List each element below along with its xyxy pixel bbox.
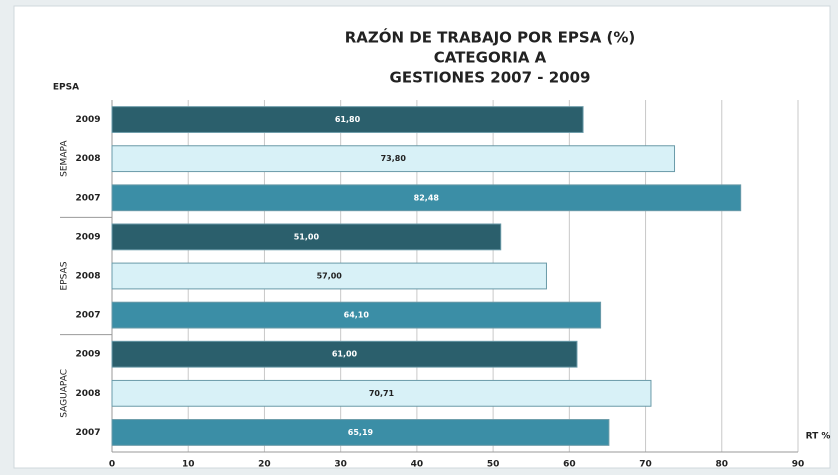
- value-label: 61,80: [335, 115, 361, 124]
- group-label: EPSAS: [60, 261, 70, 290]
- bar: [111, 184, 742, 212]
- y-tick-label: 2008: [75, 272, 100, 282]
- x-tick-label: 30: [334, 460, 347, 470]
- group-label: SEMAPA: [60, 140, 70, 177]
- y-tick-label: 2009: [75, 232, 100, 242]
- x-tick-label: 0: [109, 460, 115, 470]
- x-tick-label: 60: [563, 460, 576, 470]
- y-tick-label: 2007: [75, 311, 100, 321]
- x-axis-label: RT %: [806, 432, 831, 442]
- value-label: 65,19: [348, 428, 374, 437]
- y-tick-label: 2009: [75, 115, 100, 125]
- value-label: 64,10: [344, 311, 370, 320]
- value-label: 70,71: [369, 389, 395, 398]
- x-tick-label: 40: [411, 460, 424, 470]
- bar: [111, 106, 584, 133]
- x-tick-label: 70: [639, 460, 652, 470]
- bar: [111, 419, 610, 446]
- bar: [111, 340, 578, 368]
- value-label: 82,48: [414, 193, 440, 202]
- y-tick-label: 2007: [75, 428, 100, 438]
- value-label: 61,00: [332, 350, 358, 359]
- bar: [111, 301, 602, 329]
- bar: [111, 145, 676, 173]
- y-tick-label: 2008: [75, 389, 100, 399]
- y-axis-label: EPSA: [53, 83, 79, 93]
- y-tick-label: 2008: [75, 154, 100, 164]
- group-label: SAGUAPAC: [60, 369, 70, 418]
- x-tick-label: 10: [182, 460, 195, 470]
- x-tick-label: 20: [258, 460, 271, 470]
- chart-subtitle: CATEGORIA A: [434, 49, 547, 67]
- value-label: 51,00: [294, 232, 320, 241]
- chart-subtitle: GESTIONES 2007 - 2009: [390, 69, 591, 87]
- x-tick-label: 50: [487, 460, 500, 470]
- y-tick-label: 2007: [75, 193, 100, 203]
- value-label: 73,80: [381, 154, 407, 163]
- chart-title: RAZÓN DE TRABAJO POR EPSA (%): [345, 28, 636, 47]
- bar: [111, 223, 502, 251]
- value-label: 57,00: [317, 272, 343, 281]
- bar: [111, 262, 547, 290]
- x-tick-label: 90: [792, 460, 805, 470]
- bar: [111, 379, 652, 407]
- x-tick-label: 80: [716, 460, 729, 470]
- y-tick-label: 2009: [75, 350, 100, 360]
